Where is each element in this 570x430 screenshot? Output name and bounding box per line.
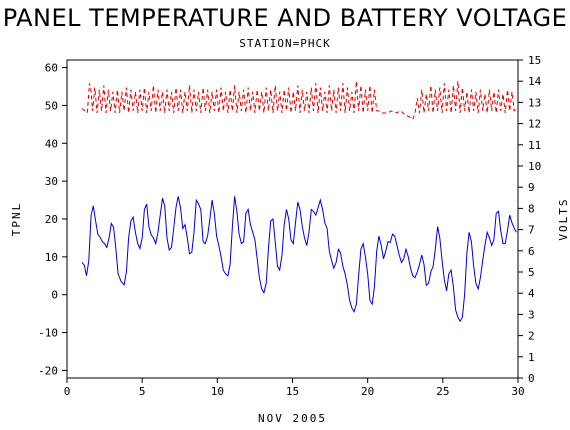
- x-tick-label: 20: [361, 385, 374, 398]
- x-tick-label: 30: [511, 385, 524, 398]
- series-line-voltage: [81, 81, 517, 121]
- y2-tick-label: 10: [528, 160, 541, 173]
- y-axis-label: TPNL: [10, 202, 23, 237]
- y-tick-label: -10: [38, 327, 58, 340]
- y2-tick-label: 1: [528, 351, 535, 364]
- y2-tick-label: 3: [528, 308, 535, 321]
- y2-tick-label: 8: [528, 202, 535, 215]
- plot-frame: [66, 59, 519, 379]
- chart-subtitle: STATION=PHCK: [239, 37, 331, 50]
- y2-tick-label: 12: [528, 118, 541, 131]
- y2-tick-label: 4: [528, 287, 535, 300]
- y-tick-label: -20: [38, 364, 58, 377]
- series-line-temperature: [81, 196, 517, 323]
- y2-tick-label: 11: [528, 139, 541, 152]
- y2-tick-label: 14: [528, 75, 542, 88]
- y2-tick-label: 2: [528, 330, 535, 343]
- x-tick-label: 15: [286, 385, 299, 398]
- x-tick-label: 5: [139, 385, 146, 398]
- chart-title: PANEL TEMPERATURE AND BATTERY VOLTAGE: [2, 4, 568, 32]
- y2-axis-label: VOLTS: [557, 197, 570, 240]
- x-tick-label: 25: [436, 385, 449, 398]
- y-tick-label: 50: [45, 99, 58, 112]
- y2-tick-label: 13: [528, 96, 541, 109]
- x-tick-label: 10: [211, 385, 224, 398]
- y2-tick-label: 9: [528, 181, 535, 194]
- y-tick-label: 30: [45, 175, 58, 188]
- y2-tick-label: 6: [528, 245, 535, 258]
- y-tick-label: 10: [45, 251, 58, 264]
- y-tick-label: 0: [51, 289, 58, 302]
- y-tick-label: 20: [45, 213, 58, 226]
- y2-tick-label: 0: [528, 372, 535, 385]
- y2-tick-label: 5: [528, 266, 535, 279]
- y2-tick-label: 15: [528, 54, 541, 67]
- x-tick-label: 0: [64, 385, 71, 398]
- y-tick-label: 40: [45, 137, 58, 150]
- y2-tick-label: 7: [528, 224, 535, 237]
- y-tick-label: 60: [45, 62, 58, 75]
- x-axis-label: NOV 2005: [258, 412, 327, 425]
